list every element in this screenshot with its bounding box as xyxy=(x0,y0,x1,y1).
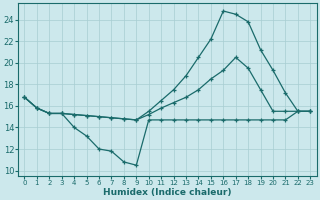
X-axis label: Humidex (Indice chaleur): Humidex (Indice chaleur) xyxy=(103,188,232,197)
